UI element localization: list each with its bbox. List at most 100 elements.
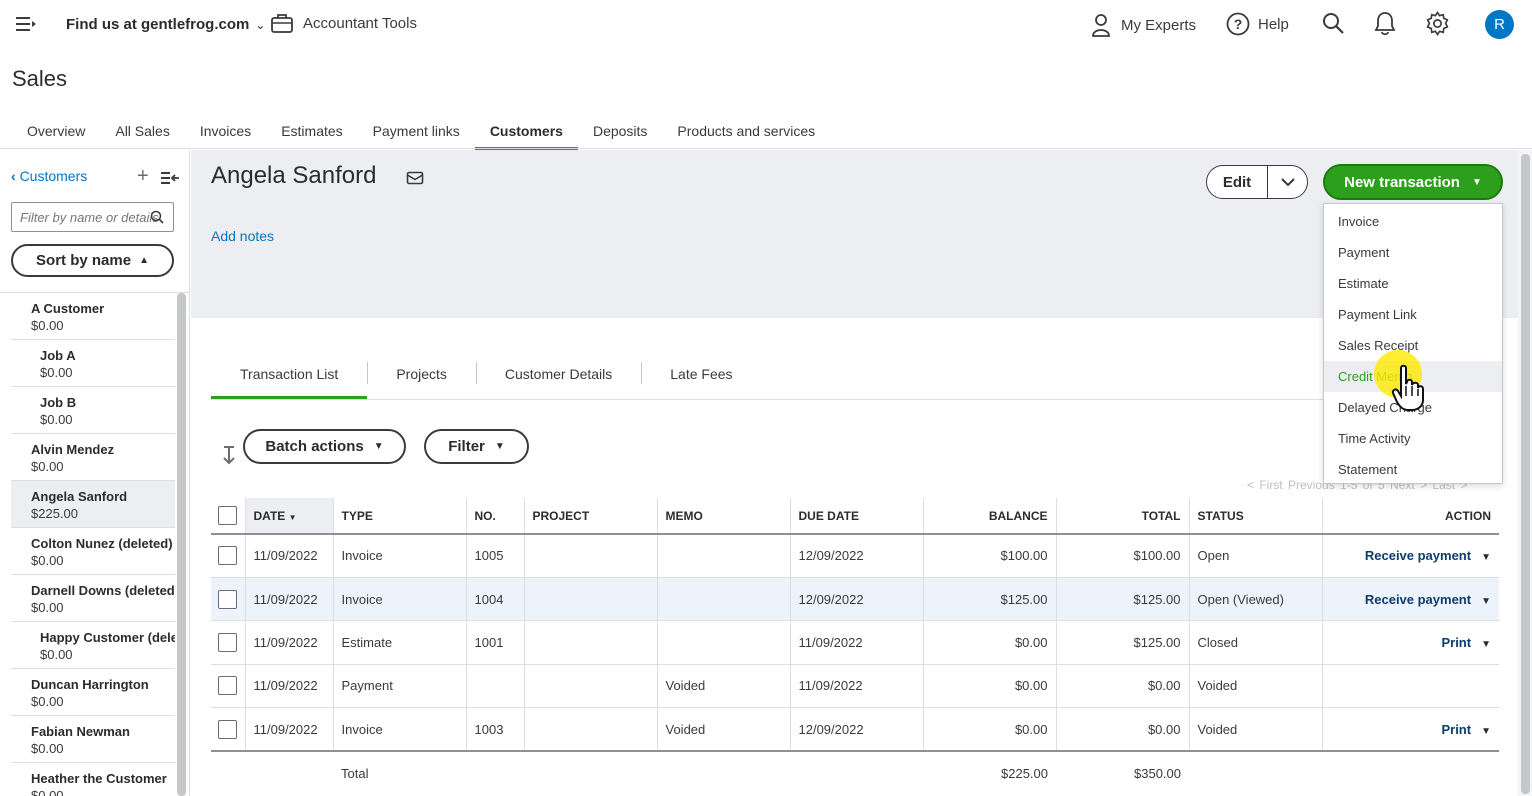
tab-late-fees[interactable]: Late Fees xyxy=(641,358,761,400)
row-checkbox[interactable] xyxy=(218,546,237,566)
tab-payment-links[interactable]: Payment links xyxy=(372,123,460,139)
table-row[interactable]: 11/09/2022 Estimate 1001 11/09/2022 $0.00 $12… xyxy=(211,620,1499,665)
sort-desc-icon: ▼ xyxy=(288,512,297,522)
column-header-total[interactable]: TOTAL xyxy=(1056,498,1190,535)
gear-icon[interactable] xyxy=(1425,11,1450,36)
menu-item-payment[interactable]: Payment xyxy=(1338,245,1390,260)
menu-item-statement[interactable]: Statement xyxy=(1338,462,1398,477)
empty-cell xyxy=(1189,749,1322,795)
tab-customer-details[interactable]: Customer Details xyxy=(475,358,641,400)
customer-list-item[interactable]: Darnell Downs (deleted) $0.00 xyxy=(11,575,175,622)
tab-projects[interactable]: Projects xyxy=(367,358,476,400)
back-to-customers-link[interactable]: ‹ Customers xyxy=(11,168,87,184)
menu-item-sales-receipt[interactable]: Sales Receipt xyxy=(1338,338,1419,353)
cell-status: Voided xyxy=(1189,707,1323,752)
tab-deposits[interactable]: Deposits xyxy=(592,123,648,139)
customer-balance: $0.00 xyxy=(40,412,73,427)
cell-total: $0.00 xyxy=(1056,707,1190,752)
briefcase-icon[interactable] xyxy=(270,11,294,35)
caret-down-icon[interactable]: ▼ xyxy=(1481,552,1491,564)
edit-button[interactable]: Edit xyxy=(1206,165,1268,199)
row-checkbox[interactable] xyxy=(218,632,237,652)
batch-actions-button[interactable]: Batch actions ▼ xyxy=(243,429,406,464)
customer-list-item[interactable]: Job B $0.00 xyxy=(11,387,175,434)
customer-list-item[interactable]: Fabian Newman $0.00 xyxy=(11,716,175,763)
cell-action: Print ▼ xyxy=(1322,620,1499,665)
row-checkbox[interactable] xyxy=(218,676,237,696)
add-customer-plus-icon[interactable]: + xyxy=(137,165,149,187)
accountant-tools-link[interactable]: Accountant Tools xyxy=(303,15,417,32)
notification-bell-icon[interactable] xyxy=(1374,11,1396,36)
menu-item-estimate[interactable]: Estimate xyxy=(1338,276,1389,291)
row-action-link[interactable]: Receive payment xyxy=(1364,548,1472,564)
menu-item-time-activity[interactable]: Time Activity xyxy=(1338,431,1411,446)
edit-dropdown-button[interactable] xyxy=(1267,165,1308,199)
tab-transaction-list[interactable]: Transaction List xyxy=(211,358,368,400)
mail-icon[interactable] xyxy=(406,171,424,185)
customer-list-item[interactable]: Colton Nunez (deleted) $0.00 xyxy=(11,528,175,575)
table-row[interactable]: 11/09/2022 Invoice 1005 12/09/2022 $100.00 $1… xyxy=(211,534,1499,578)
row-checkbox[interactable] xyxy=(218,589,237,609)
table-row[interactable]: 11/09/2022 Invoice 1004 12/09/2022 $125.00 $1… xyxy=(211,577,1499,622)
column-header-no[interactable]: NO. xyxy=(466,498,525,535)
tab-products-and-services[interactable]: Products and services xyxy=(677,123,816,139)
collapse-list-icon[interactable] xyxy=(160,170,180,186)
caret-down-icon[interactable]: ▼ xyxy=(1481,638,1491,650)
add-notes-link[interactable]: Add notes xyxy=(211,228,275,244)
customer-list-item[interactable]: Duncan Harrington $0.00 xyxy=(11,669,175,716)
tab-overview[interactable]: Overview xyxy=(27,123,86,139)
tab-estimates[interactable]: Estimates xyxy=(281,123,343,139)
customer-list-item[interactable]: A Customer $0.00 xyxy=(11,293,175,340)
row-action-link[interactable]: Print xyxy=(1441,634,1472,650)
select-all-checkbox[interactable] xyxy=(218,506,237,525)
customer-list-item[interactable]: Alvin Mendez $0.00 xyxy=(11,434,175,481)
chevron-down-icon xyxy=(1280,177,1295,186)
search-icon[interactable] xyxy=(1321,11,1345,35)
page-scrollbar[interactable] xyxy=(1521,154,1530,794)
column-header-type[interactable]: TYPE xyxy=(333,498,467,535)
caret-down-icon[interactable]: ▼ xyxy=(1481,595,1491,607)
row-action-link[interactable]: Receive payment xyxy=(1364,591,1472,607)
tab-customers[interactable]: Customers xyxy=(474,115,579,150)
cell-status: Voided xyxy=(1189,664,1323,709)
table-row[interactable]: 11/09/2022 Invoice 1003 Voided 12/09/2022 $0.… xyxy=(211,707,1499,752)
table-row[interactable]: 11/09/2022 Payment Voided 11/09/2022 $0.00 $0… xyxy=(211,664,1499,709)
customer-list-item[interactable]: Happy Customer (delet $0.00 xyxy=(11,622,175,669)
row-checkbox[interactable] xyxy=(218,719,237,739)
company-switcher[interactable]: Find us at gentlefrog.com ⌄ xyxy=(66,16,265,33)
customer-list-item[interactable]: Angela Sanford $225.00 xyxy=(11,481,175,528)
filter-button[interactable]: Filter ▼ xyxy=(424,429,529,464)
customer-balance: $225.00 xyxy=(31,506,78,521)
page-title: Sales xyxy=(12,66,68,91)
chevron-left-icon: ‹ xyxy=(11,168,16,184)
avatar[interactable]: R xyxy=(1485,10,1514,39)
sidebar-scrollbar[interactable] xyxy=(177,293,186,796)
cell-project xyxy=(524,707,658,752)
row-action-link[interactable]: Print xyxy=(1441,721,1472,737)
cell-project xyxy=(524,664,658,709)
column-header-date[interactable]: DATE ▼ xyxy=(245,498,334,535)
caret-down-icon[interactable]: ▼ xyxy=(1481,725,1491,737)
column-header-balance[interactable]: BALANCE xyxy=(923,498,1057,535)
new-transaction-button[interactable]: New transaction ▼ xyxy=(1323,164,1503,200)
sort-by-name-button[interactable]: Sort by name ▲ xyxy=(11,244,174,277)
column-header-memo[interactable]: MEMO xyxy=(657,498,791,535)
sort-direction-icon[interactable] xyxy=(220,444,238,466)
my-experts-button[interactable]: My Experts xyxy=(1090,12,1196,38)
hamburger-menu-icon[interactable] xyxy=(14,14,38,34)
help-button[interactable]: ? Help xyxy=(1226,12,1289,36)
row-select-cell xyxy=(211,664,246,709)
caret-down-icon: ▼ xyxy=(1471,176,1482,188)
column-header-project[interactable]: PROJECT xyxy=(524,498,658,535)
customer-list-item[interactable]: Heather the Customer $0.00 xyxy=(11,763,175,796)
menu-item-payment-link[interactable]: Payment Link xyxy=(1338,307,1417,322)
customer-list-item[interactable]: Job A $0.00 xyxy=(11,340,175,387)
customer-filter-input[interactable] xyxy=(11,202,174,232)
customer-balance: $0.00 xyxy=(31,741,64,756)
menu-item-invoice[interactable]: Invoice xyxy=(1338,214,1380,229)
cell-type: Invoice xyxy=(333,577,467,622)
tab-invoices[interactable]: Invoices xyxy=(199,123,252,139)
column-header-status[interactable]: STATUS xyxy=(1189,498,1323,535)
tab-all-sales[interactable]: All Sales xyxy=(115,123,170,139)
column-header-due-date[interactable]: DUE DATE xyxy=(790,498,924,535)
